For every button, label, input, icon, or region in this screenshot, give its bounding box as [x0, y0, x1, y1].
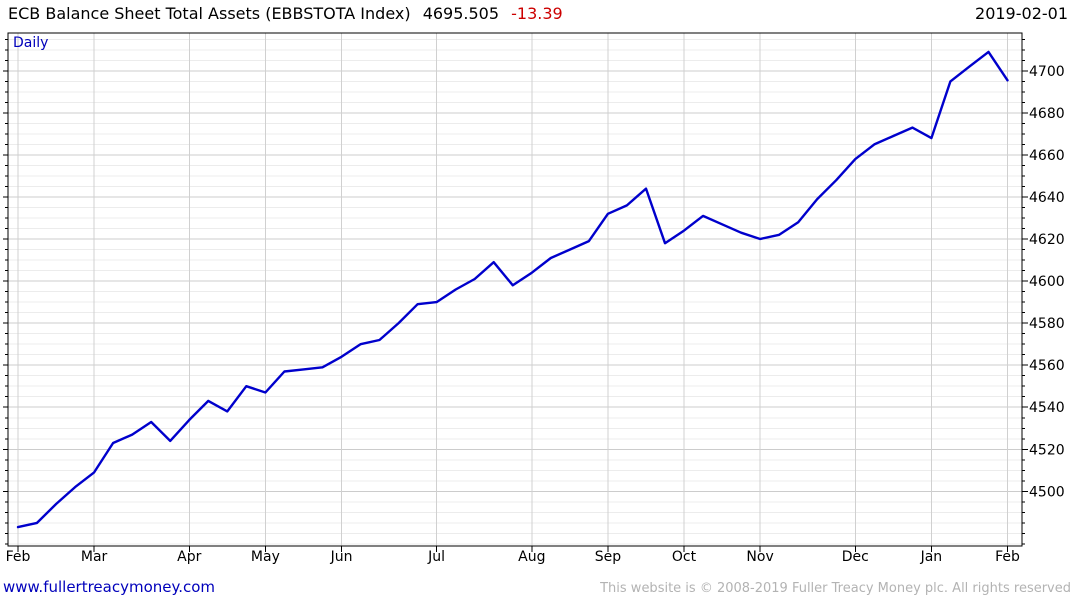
svg-text:Aug: Aug [518, 549, 545, 565]
svg-text:Sep: Sep [595, 549, 622, 565]
svg-text:4620: 4620 [1029, 232, 1065, 248]
svg-text:Feb: Feb [995, 549, 1020, 565]
svg-text:4540: 4540 [1029, 400, 1065, 416]
y-axis-labels: 4500 4520 4540 4560 4580 4600 4620 4640 4660 4680… [1029, 64, 1065, 500]
svg-text:4560: 4560 [1029, 358, 1065, 374]
frequency-label: Daily [13, 35, 48, 51]
svg-text:Nov: Nov [746, 549, 773, 565]
svg-text:Jul: Jul [427, 549, 445, 565]
svg-text:4640: 4640 [1029, 190, 1065, 206]
svg-text:May: May [251, 549, 280, 565]
svg-text:Jan: Jan [920, 549, 943, 565]
svg-text:Feb: Feb [6, 549, 31, 565]
svg-text:4500: 4500 [1029, 484, 1065, 500]
svg-text:Dec: Dec [842, 549, 869, 565]
axis-ticks [3, 38, 1028, 552]
grid-vertical [17, 33, 1008, 546]
last-price: 4695.505 [422, 4, 500, 23]
svg-text:4580: 4580 [1029, 316, 1065, 332]
svg-text:Jun: Jun [330, 549, 353, 565]
svg-text:4520: 4520 [1029, 442, 1065, 458]
grid-minor [8, 38, 1022, 545]
svg-text:4600: 4600 [1029, 274, 1065, 290]
plot-border [7, 32, 1023, 547]
svg-text:Mar: Mar [81, 549, 108, 565]
svg-text:4680: 4680 [1029, 106, 1065, 122]
svg-text:4700: 4700 [1029, 64, 1065, 80]
chart-title: ECB Balance Sheet Total Assets (EBBSTOTA… [8, 4, 411, 23]
footer-copyright: This website is © 2008-2019 Fuller Treac… [600, 581, 1071, 596]
footer-site-link[interactable]: www.fullertreacymoney.com [3, 578, 216, 596]
svg-text:Apr: Apr [177, 549, 201, 565]
svg-text:4660: 4660 [1029, 148, 1065, 164]
as-of-date: 2019-02-01 [975, 4, 1068, 23]
price-change: -13.39 [511, 4, 563, 23]
grid-major [8, 70, 1022, 492]
chart-header: ECB Balance Sheet Total Assets (EBBSTOTA… [8, 4, 563, 23]
svg-text:Oct: Oct [672, 549, 697, 565]
price-line [16, 50, 1009, 529]
x-axis-labels: Feb Mar Apr May Jun Jul Aug Sep Oct Nov Dec Jan Feb [6, 549, 1020, 565]
svg-text:Daily: Daily [13, 35, 48, 51]
